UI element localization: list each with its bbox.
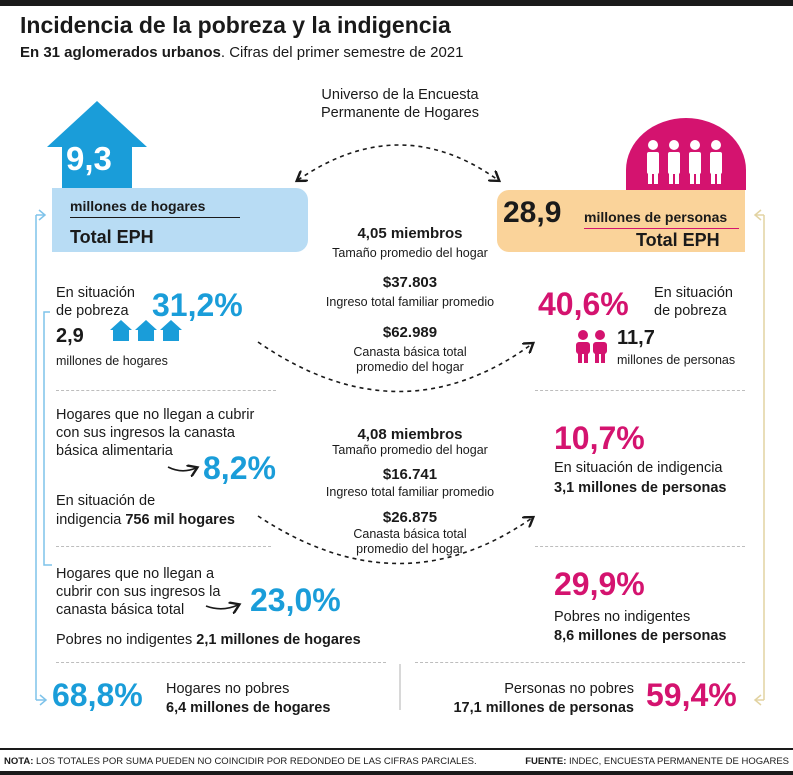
- households-poverty-label: En situación de pobreza: [56, 284, 135, 320]
- universe-label: Universo de la Encuesta Permanente de Ho…: [290, 86, 510, 122]
- divider-right-1: [535, 390, 745, 391]
- food-basket-label-2: con sus ingresos la canasta: [56, 425, 235, 441]
- indigence-basket-label-1: Canasta básica total: [353, 527, 467, 541]
- footer-note-label: NOTA:: [4, 756, 34, 767]
- households-total-box: [52, 188, 308, 252]
- households-poor-not-indigent-count: 2,1 millones de hogares: [196, 632, 361, 648]
- indigence-curve-arrow: [257, 515, 532, 565]
- house-icon: [47, 101, 147, 193]
- divider-left-1: [56, 390, 276, 391]
- households-poverty-count: 2,9: [56, 325, 84, 347]
- persons-indigence-percent: 10,7%: [554, 420, 645, 456]
- subtitle-bold: En 31 aglomerados urbanos: [20, 44, 221, 61]
- footer-bottom-rule: [0, 771, 793, 775]
- footer-source: FUENTE: INDEC, ENCUESTA PERMANENTE DE HO…: [525, 756, 789, 767]
- footer-note: NOTA: LOS TOTALES POR SUMA PUEDEN NO COI…: [4, 756, 477, 767]
- page-subtitle: En 31 aglomerados urbanos. Cifras del pr…: [20, 44, 464, 61]
- poverty-members-label: Tamaño promedio del hogar: [332, 246, 488, 260]
- persons-total-value: 28,9: [503, 196, 562, 229]
- persons-poor-not-indigent-count: 8,6 millones de personas: [554, 628, 727, 644]
- poverty-income-label: Ingreso total familiar promedio: [325, 295, 495, 309]
- footer-rule: [0, 748, 793, 750]
- poverty-curve-arrow: [257, 341, 532, 393]
- persons-poverty-unit: millones de personas: [617, 353, 736, 367]
- total-basket-label-2: cubrir con sus ingresos la: [56, 584, 221, 600]
- page-title: Incidencia de la pobreza y la indigencia: [20, 12, 451, 38]
- poverty-members: 4,05 miembros: [357, 225, 463, 242]
- households-total-label: Total EPH: [70, 227, 154, 247]
- poverty-basket-label-2: promedio del hogar: [356, 360, 464, 374]
- households-poverty-label-1: En situación: [56, 285, 135, 301]
- persons-poverty-label: En situación de pobreza: [654, 284, 733, 320]
- households-indigence-count: 756 mil hogares: [125, 512, 235, 528]
- food-basket-label: Hogares que no llegan a cubrir con sus i…: [56, 406, 254, 460]
- poverty-income: $37.803: [382, 274, 438, 291]
- universe-label-line-2: Permanente de Hogares: [321, 105, 479, 121]
- subtitle-rest: . Cifras del primer semestre de 2021: [220, 44, 464, 61]
- two-persons-icon: [576, 330, 607, 363]
- divider-right-3: [415, 662, 745, 663]
- persons-not-poor-label: Personas no pobres: [504, 681, 634, 697]
- persons-total-box: [497, 190, 745, 252]
- persons-poverty-label-2: de pobreza: [654, 303, 727, 319]
- footer-source-label: FUENTE:: [525, 756, 567, 767]
- indigence-members: 4,08 miembros: [357, 426, 463, 443]
- households-not-poor-percent: 68,8%: [52, 677, 143, 713]
- indigence-income: $16.741: [382, 466, 438, 483]
- households-poor-not-indigent: Pobres no indigentes 2,1 millones de hog…: [56, 631, 361, 649]
- food-basket-percent: 8,2%: [203, 450, 276, 486]
- total-basket-label-1: Hogares que no llegan a: [56, 566, 215, 582]
- total-basket-label: Hogares que no llegan a cubrir con sus i…: [56, 565, 220, 619]
- total-basket-percent: 23,0%: [250, 582, 341, 618]
- households-poverty-unit: millones de hogares: [56, 354, 168, 368]
- top-rule: [0, 0, 793, 6]
- households-poverty-percent: 31,2%: [152, 287, 243, 323]
- footer-note-text: LOS TOTALES POR SUMA PUEDEN NO COINCIDIR…: [33, 756, 477, 767]
- persons-total-unit: millones de personas: [584, 209, 728, 225]
- persons-poverty-percent: 40,6%: [538, 286, 629, 322]
- households-total-unit: millones de hogares: [70, 198, 206, 214]
- indigence-income-label: Ingreso total familiar promedio: [325, 485, 495, 499]
- persons-poverty-count: 11,7: [617, 327, 655, 349]
- persons-indigence-label: En situación de indigencia: [554, 460, 723, 476]
- households-poor-not-indigent-label: Pobres no indigentes: [56, 632, 193, 648]
- small-houses-icon: [110, 320, 182, 341]
- food-basket-arrow: [167, 467, 196, 471]
- indigence-members-label: Tamaño promedio del hogar: [332, 443, 488, 457]
- total-basket-arrow: [205, 605, 238, 609]
- people-group-icon: [626, 118, 746, 190]
- divider-left-2: [56, 546, 271, 547]
- households-poverty-label-2: de pobreza: [56, 303, 129, 319]
- food-basket-label-1: Hogares que no llegan a cubrir: [56, 407, 255, 423]
- universe-arc-arrow: [298, 144, 498, 180]
- persons-not-poor-count: 17,1 millones de personas: [453, 700, 634, 716]
- persons-total-rule: [584, 228, 739, 229]
- households-total-rule: [70, 217, 240, 218]
- indigence-basket-label-2: promedio del hogar: [356, 542, 464, 556]
- persons-indigence-count: 3,1 millones de personas: [554, 480, 727, 496]
- total-basket-label-3: canasta básica total: [56, 602, 185, 618]
- food-basket-label-3: básica alimentaria: [56, 443, 173, 459]
- households-not-poor-label: Hogares no pobres: [166, 681, 290, 697]
- poverty-basket: $62.989: [382, 324, 438, 341]
- persons-not-poor-percent: 59,4%: [646, 677, 737, 713]
- universe-label-line-1: Universo de la Encuesta: [321, 87, 479, 103]
- households-not-poor-count: 6,4 millones de hogares: [166, 700, 331, 716]
- households-total-value: 9,3: [66, 140, 112, 177]
- indigence-basket: $26.875: [382, 509, 438, 526]
- divider-right-2: [535, 546, 745, 547]
- persons-total-label: Total EPH: [636, 230, 720, 250]
- persons-poverty-label-1: En situación: [654, 285, 733, 301]
- households-indigence-label-2: indigencia: [56, 512, 122, 528]
- households-indigence-label-1: En situación de: [56, 493, 156, 509]
- households-indigence-line: indigencia 756 mil hogares: [56, 511, 235, 529]
- divider-left-3: [56, 662, 386, 663]
- persons-poor-not-indigent-label: Pobres no indigentes: [554, 609, 691, 625]
- poverty-basket-label-1: Canasta básica total: [353, 345, 467, 359]
- footer-source-text: INDEC, ENCUESTA PERMANENTE DE HOGARES: [566, 756, 789, 767]
- persons-poor-not-indigent-percent: 29,9%: [554, 566, 645, 602]
